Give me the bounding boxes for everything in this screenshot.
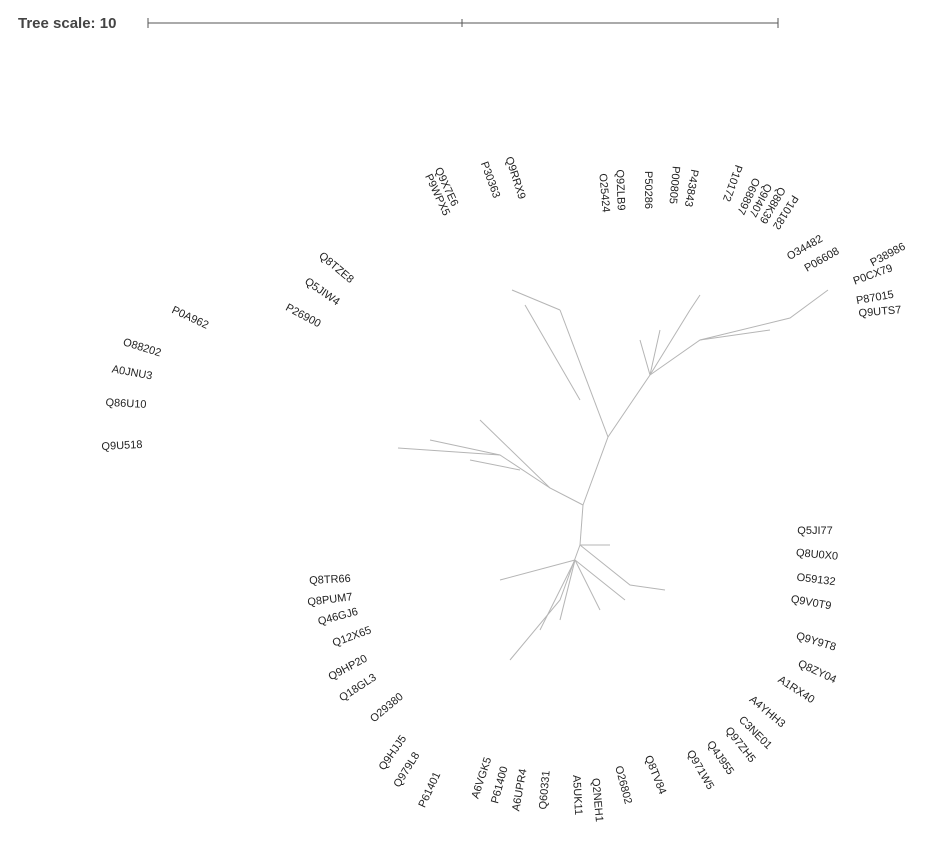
leaf-label: P43843: [682, 168, 700, 207]
leaf-label: A1RX40: [776, 674, 817, 706]
scale-bar: [147, 18, 779, 28]
leaf-label: Q8PUM7: [307, 591, 353, 608]
leaf-label: Q9V0T9: [790, 593, 832, 612]
leaf-label: Q9U518: [101, 439, 143, 453]
leaf-label: O88202: [122, 336, 163, 359]
leaf-label: Q9RRX9: [503, 155, 528, 201]
leaf-label: Q2NEH1: [589, 778, 605, 823]
leaf-label: Q8TV84: [642, 754, 668, 796]
leaf-label: Q8TZE8: [316, 250, 356, 286]
leaf-label: Q9UTS7: [858, 304, 902, 320]
leaf-label: A6UPR4: [510, 768, 529, 812]
leaf-label: O26802: [612, 765, 634, 806]
leaf-label: P10172: [720, 163, 744, 203]
leaf-label: Q9Y9T8: [795, 630, 838, 653]
leaf-label: P61400: [489, 765, 510, 805]
leaf-label: Q5JI77: [797, 525, 832, 537]
leaf-label: A0JNU3: [111, 363, 153, 382]
leaf-label: P50286: [642, 171, 654, 209]
leaf-label: Q5JIW4: [302, 276, 341, 309]
leaf-label: O25424: [596, 173, 611, 213]
leaf-label: P0A962: [170, 304, 211, 331]
leaf-label: Q8U0X0: [795, 547, 838, 563]
leaf-label: Q60331: [537, 770, 552, 810]
leaf-label: A5UK11: [570, 775, 584, 816]
leaf-label: Q8ZY04: [796, 658, 838, 686]
tree-branches: [397, 289, 829, 661]
leaf-label: P61401: [416, 770, 443, 809]
leaf-label: P26900: [283, 302, 322, 330]
leaf-label: P30363: [478, 160, 502, 200]
scale-label: Tree scale: 10: [18, 15, 116, 32]
leaf-label: P00805: [666, 166, 681, 205]
leaf-label: Q8TR66: [309, 573, 351, 587]
leaf-label: Q9ZLB9: [613, 169, 626, 210]
leaf-label: Q86U10: [105, 397, 147, 411]
leaf-label: Q46GJ6: [317, 606, 360, 628]
leaf-label: O29380: [368, 691, 406, 725]
leaf-label: Q12X65: [331, 624, 373, 649]
leaf-label: O59132: [796, 572, 836, 589]
